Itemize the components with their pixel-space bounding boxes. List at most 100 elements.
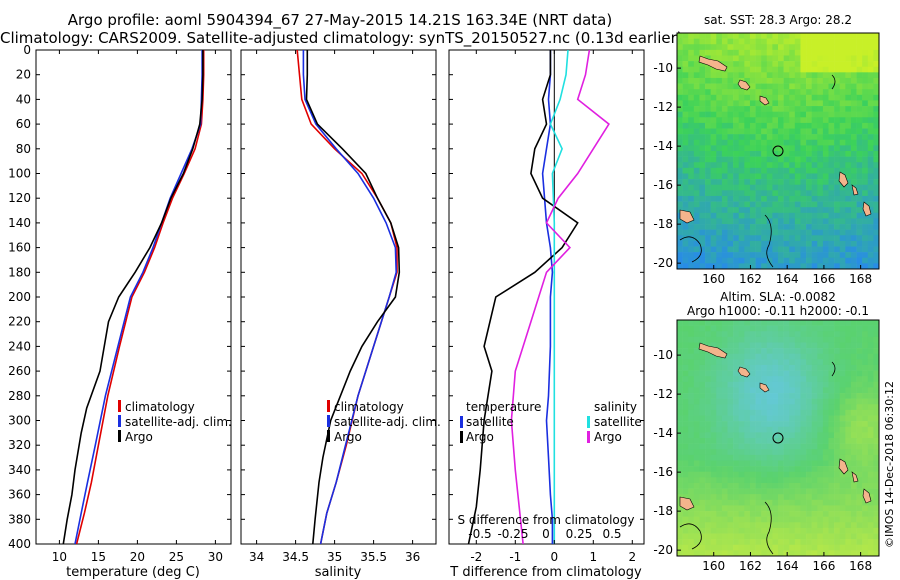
map-cell <box>766 77 773 84</box>
map-cell <box>699 336 706 343</box>
map-cell <box>839 77 846 84</box>
map-cell <box>772 49 779 56</box>
map-cell <box>862 117 869 124</box>
map-cell <box>862 212 869 219</box>
map-cell <box>761 38 768 45</box>
map-cell <box>839 432 846 439</box>
map-cell <box>755 398 762 405</box>
map-cell <box>749 229 756 236</box>
map-cell <box>755 364 762 371</box>
map-cell <box>772 421 779 428</box>
map-cell <box>721 527 728 534</box>
map-cell <box>806 359 812 366</box>
map-cell <box>766 454 773 461</box>
difference-legend: temperature satellite Argo salinity sate… <box>460 400 642 444</box>
map-cell <box>733 207 740 214</box>
map-cell <box>710 134 717 141</box>
map-cell <box>811 320 818 326</box>
map-cell <box>733 201 740 208</box>
map-cell <box>806 511 812 517</box>
map-cell <box>862 466 869 473</box>
map-cell <box>682 370 689 377</box>
map-cell <box>783 89 790 96</box>
map-cell <box>845 134 852 141</box>
map-cell <box>783 449 790 456</box>
map-cell <box>761 449 768 456</box>
map-cell <box>744 173 751 180</box>
map-cell <box>839 122 846 129</box>
map-cell <box>705 207 711 214</box>
map-cell <box>766 460 773 467</box>
map-cell <box>850 415 857 422</box>
map-cell <box>789 179 796 186</box>
map-cell <box>867 106 874 112</box>
map-cell <box>806 460 812 467</box>
map-cell <box>716 460 723 467</box>
map-cell <box>721 151 728 157</box>
map-cell <box>834 122 841 129</box>
map-cell <box>710 466 717 473</box>
map-cell <box>822 421 829 428</box>
map-cell <box>761 173 768 180</box>
map-cell <box>772 466 779 473</box>
map-cell <box>794 235 801 242</box>
map-cell <box>822 207 829 214</box>
map-cell <box>738 139 745 146</box>
map-cell <box>845 89 852 96</box>
map-cell <box>862 398 869 405</box>
map-cell <box>688 49 695 56</box>
map-cell <box>733 100 740 107</box>
map-cell <box>856 195 863 202</box>
map-cell <box>705 438 711 444</box>
map-cell <box>761 83 768 90</box>
map-cell <box>800 44 807 51</box>
map-cell <box>733 162 740 169</box>
map-cell <box>721 61 728 68</box>
map-cell <box>778 320 784 326</box>
map-cell <box>682 44 689 51</box>
map-cell <box>727 348 734 355</box>
map-cell <box>783 550 790 556</box>
map-cell <box>822 499 829 506</box>
map-cell <box>839 511 846 517</box>
map-cell <box>867 184 874 191</box>
map-cell <box>834 460 841 467</box>
map-cell <box>834 156 841 163</box>
map-cell <box>867 246 874 253</box>
map-cell <box>710 516 717 523</box>
map-cell <box>778 83 784 90</box>
map-cell <box>721 426 728 433</box>
map-cell <box>789 190 796 197</box>
map-cell <box>867 348 874 355</box>
map-cell <box>749 111 756 118</box>
map-cell <box>744 117 751 124</box>
map-cell <box>811 173 818 180</box>
map-cell <box>862 77 869 84</box>
map-cell <box>710 100 717 107</box>
map-cell <box>721 348 728 355</box>
map-cell <box>794 370 801 377</box>
map-cell <box>817 195 824 202</box>
map-cell <box>828 162 835 169</box>
map-cell <box>822 94 829 101</box>
map-cell <box>867 134 874 141</box>
map-cell <box>727 33 734 39</box>
map-cell <box>862 134 869 141</box>
map-cell <box>721 404 728 411</box>
map-cell <box>867 72 874 79</box>
map-cell <box>839 325 846 332</box>
map-cell <box>738 449 745 456</box>
map-x-tick-label: 166 <box>812 559 835 573</box>
map-cell <box>822 466 829 473</box>
map-cell <box>772 100 779 107</box>
map-cell <box>862 252 869 259</box>
map-cell <box>834 173 841 180</box>
map-cell <box>766 44 773 51</box>
map-cell <box>806 77 812 84</box>
map-cell <box>822 432 829 439</box>
map-cell <box>822 235 829 242</box>
map-cell <box>800 218 807 225</box>
map-cell <box>727 218 734 225</box>
map-cell <box>783 353 790 360</box>
map-cell <box>677 229 683 236</box>
